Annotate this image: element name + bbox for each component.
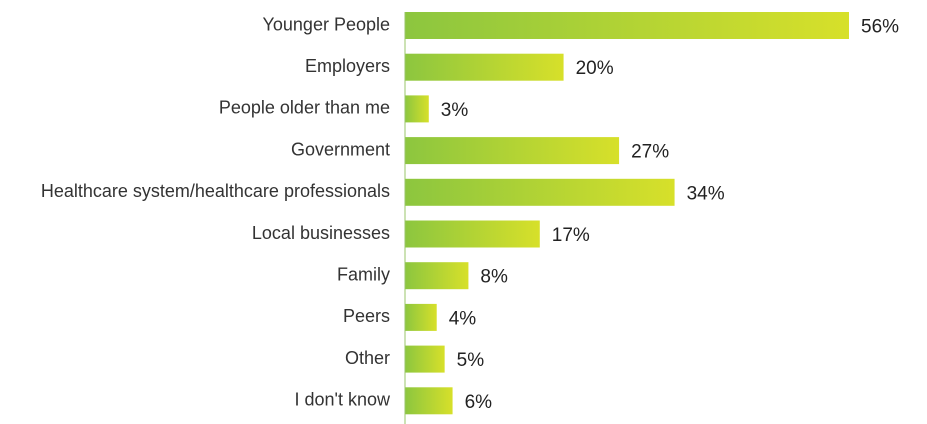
bar-4 — [405, 178, 675, 206]
value-label-2: 3% — [441, 100, 469, 121]
category-label-0: Younger People — [263, 14, 390, 34]
category-labels: Younger People Employers People older than… — [41, 14, 391, 409]
bar-9 — [405, 387, 453, 415]
category-label-6: Family — [337, 264, 390, 284]
bar-8 — [405, 345, 445, 373]
value-label-9: 6% — [465, 392, 493, 413]
category-label-3: Government — [291, 139, 390, 159]
bar-7 — [405, 303, 437, 331]
category-label-4: Healthcare system/healthcare professiona… — [41, 181, 390, 201]
bar-6 — [405, 262, 469, 290]
category-label-9: I don't know — [295, 390, 391, 410]
category-label-1: Employers — [305, 56, 390, 76]
bar-1 — [405, 53, 564, 81]
bar-3 — [405, 137, 620, 165]
value-label-6: 8% — [480, 267, 508, 288]
category-label-8: Other — [345, 348, 390, 368]
value-label-3: 27% — [631, 142, 669, 163]
value-label-5: 17% — [552, 225, 590, 246]
bars-layer — [405, 12, 849, 415]
value-labels: 56% 20% 3% 27% 34% 17% 8%4% 5% 6% — [441, 17, 899, 413]
value-label-1: 20% — [576, 58, 614, 79]
value-label-8: 5% — [457, 350, 485, 371]
category-label-5: Local businesses — [252, 223, 390, 243]
bar-0 — [405, 12, 849, 39]
value-label-7: 4% — [449, 308, 477, 329]
value-label-0: 56% — [861, 17, 899, 38]
bar-2 — [405, 95, 429, 123]
category-label-2: People older than me — [219, 98, 390, 118]
value-label-4: 34% — [687, 183, 725, 204]
bar-5 — [405, 220, 540, 248]
category-label-7: Peers — [343, 306, 390, 326]
